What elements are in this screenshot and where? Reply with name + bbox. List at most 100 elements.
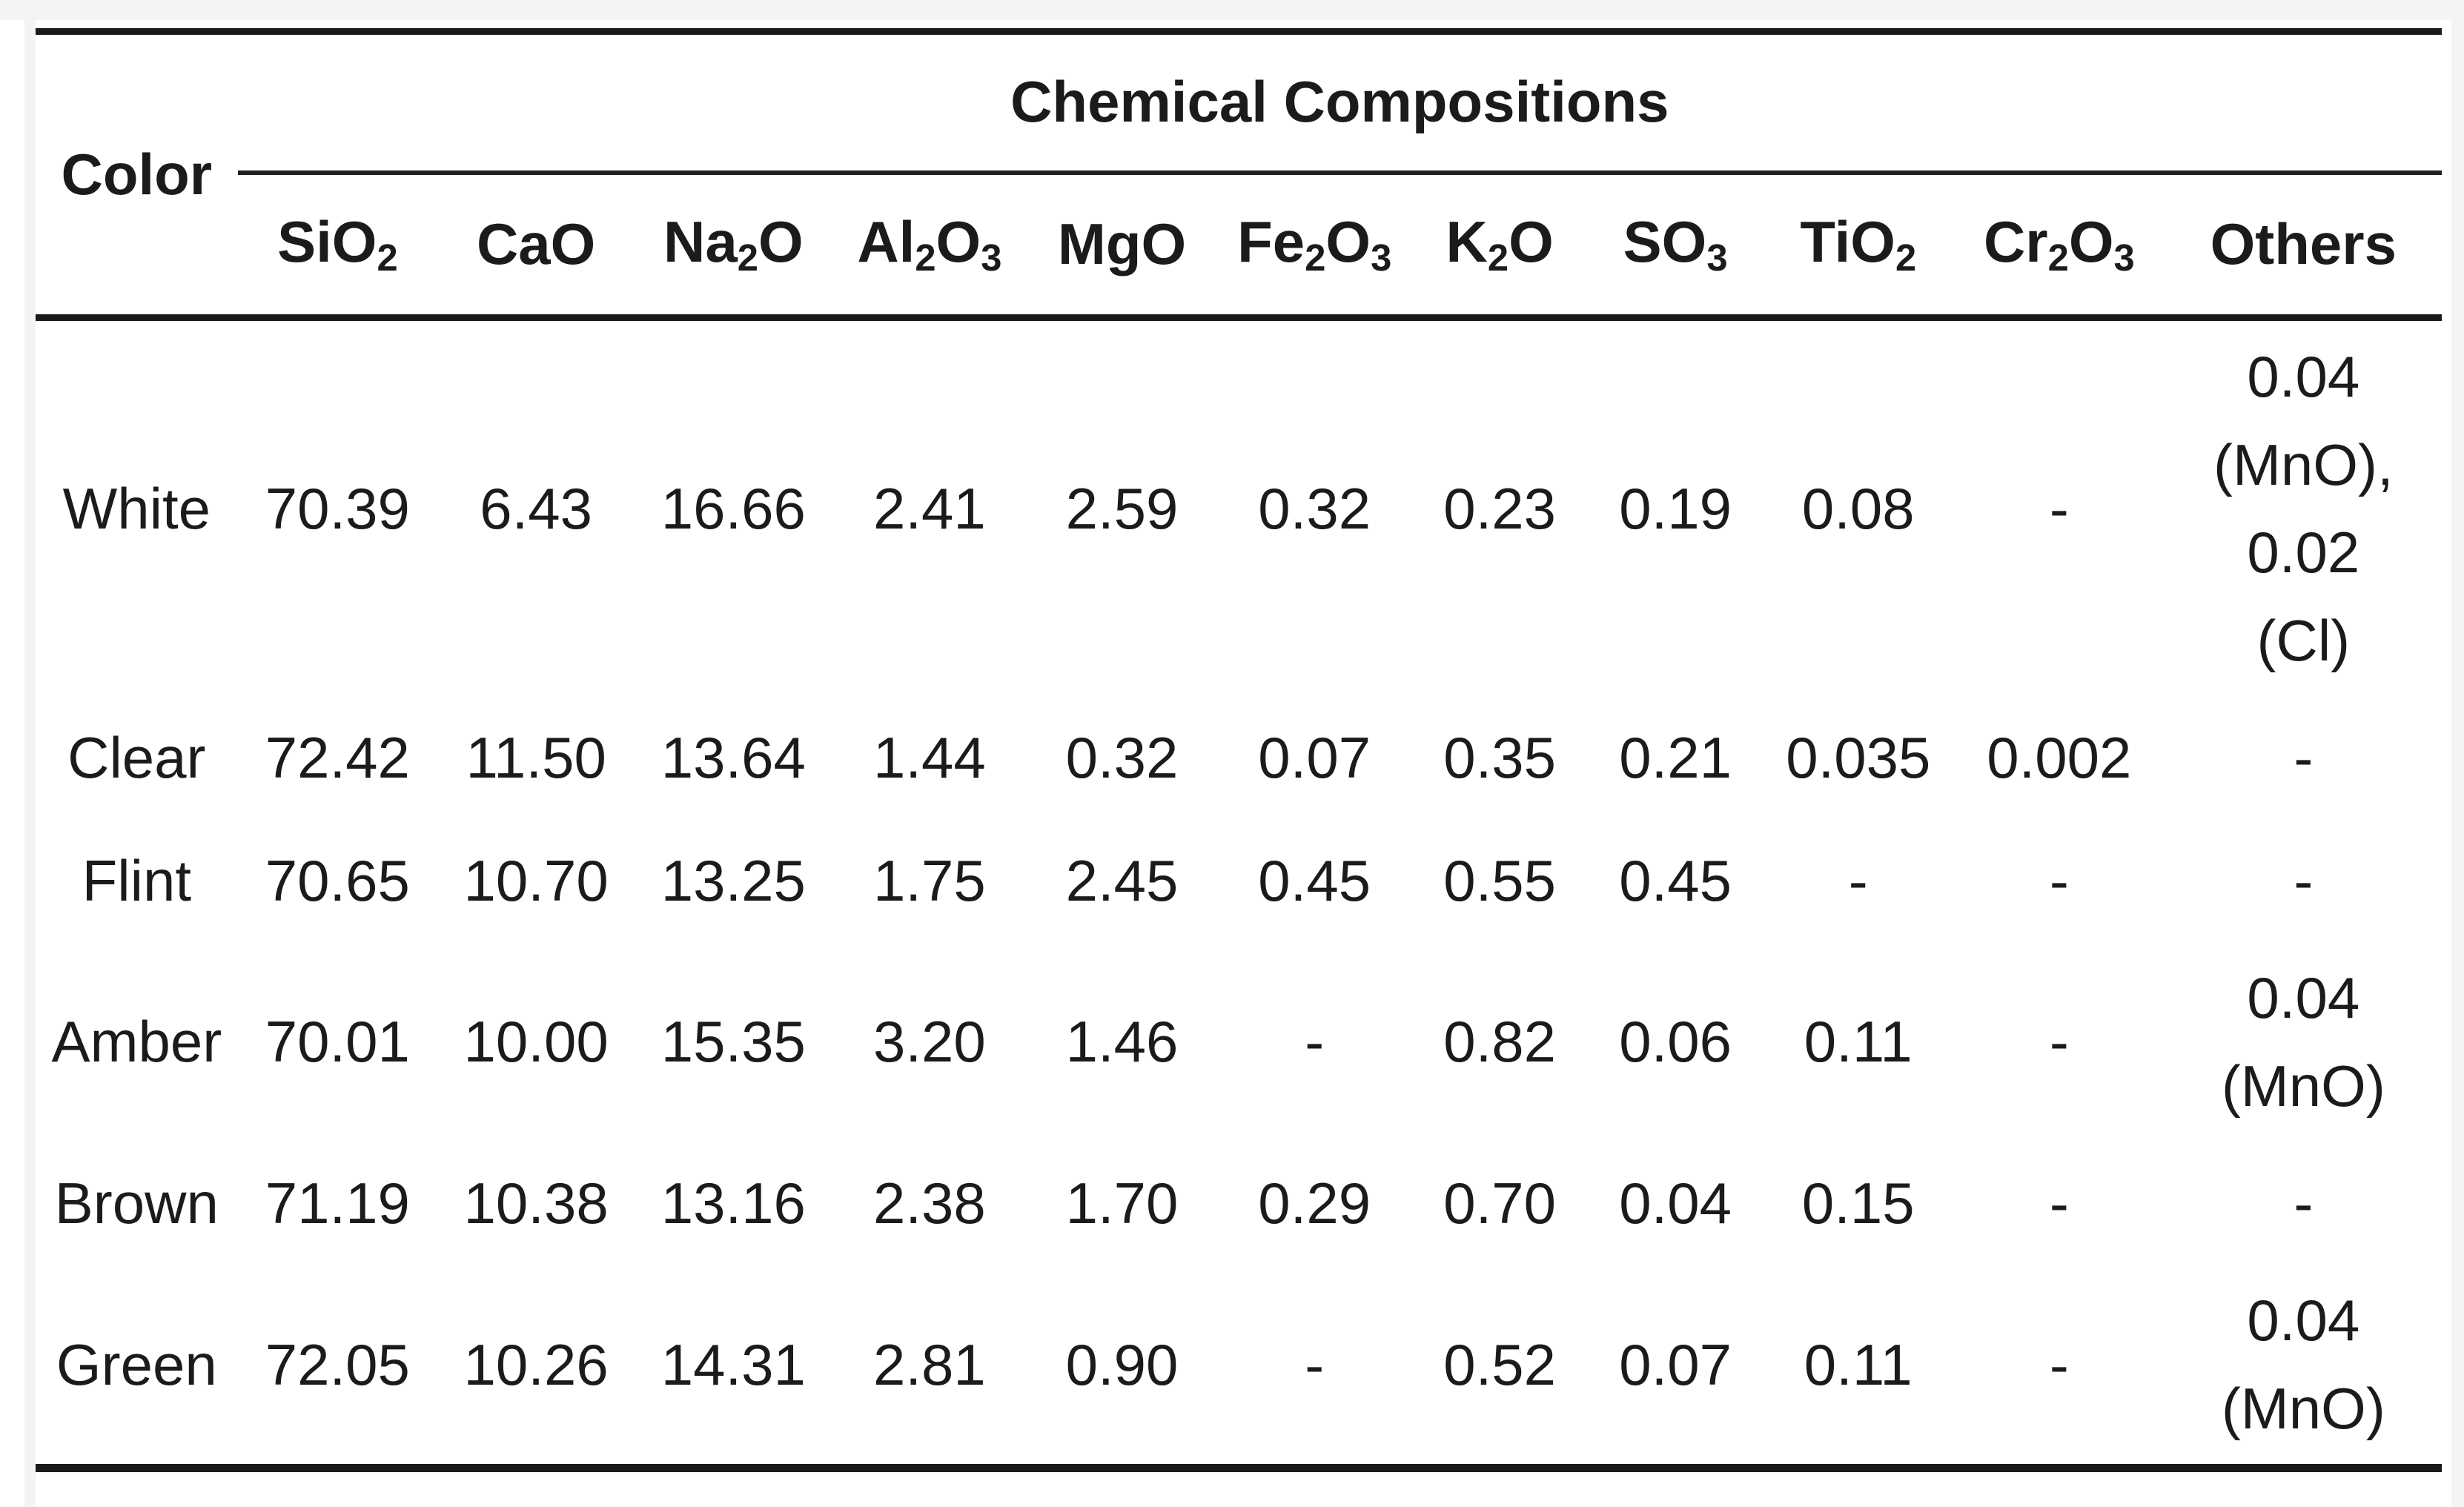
value-cell: 0.21 <box>1619 724 1732 790</box>
value-cell: 13.16 <box>660 1170 806 1236</box>
column-header: MgO <box>1057 211 1187 276</box>
column-header: Cr2O3 <box>1983 209 2135 279</box>
table-header: Color Chemical Compositions SiO2 CaO Na2O A… <box>36 31 2442 318</box>
value-cell: 10.70 <box>463 847 609 913</box>
value-cell: 70.01 <box>265 1009 410 1075</box>
column-header: Al2O3 <box>857 209 1002 279</box>
value-cell: 2.59 <box>1065 475 1179 541</box>
row-label: Brown <box>54 1170 219 1236</box>
value-cell: - <box>2049 847 2069 913</box>
composition-table: Color Chemical Compositions SiO2 CaO Na2O A… <box>36 28 2442 1473</box>
table-row: Clear 72.42 11.50 13.64 1.44 0.32 0.07 0.35 0.21… <box>36 696 2442 819</box>
column-header: Others <box>2210 211 2397 276</box>
value-cell: 13.64 <box>660 724 806 790</box>
column-header: CaO <box>476 211 596 276</box>
value-cell: 10.00 <box>463 1009 609 1075</box>
value-cell: 2.45 <box>1065 847 1179 913</box>
value-cell: - <box>2294 724 2314 790</box>
value-cell: 0.35 <box>1443 724 1557 790</box>
page-gutter-top <box>0 0 2464 20</box>
column-header: SiO2 <box>277 209 398 279</box>
subscript: 3 <box>2113 236 2135 279</box>
value-cell: 70.65 <box>265 847 410 913</box>
value-cell: 1.46 <box>1065 1009 1179 1075</box>
subscript: 2 <box>377 236 398 279</box>
value-cell: 0.07 <box>1619 1331 1732 1397</box>
value-cell: 0.11 <box>1804 1331 1912 1397</box>
value-cell: 11.50 <box>466 724 606 790</box>
subscript: 2 <box>1895 236 1917 279</box>
value-cell: - <box>1305 1009 1325 1075</box>
value-cell: 0.55 <box>1443 847 1557 913</box>
value-cell: 0.32 <box>1258 475 1371 541</box>
value-cell: 0.11 <box>1804 1009 1912 1075</box>
subscript: 2 <box>1305 236 1326 279</box>
value-cell: - <box>1305 1331 1325 1397</box>
table-row: White 70.39 6.43 16.66 2.41 2.59 0.32 0.23 0.19 0… <box>36 318 2442 697</box>
subscript: 3 <box>1706 236 1728 279</box>
table-body: White 70.39 6.43 16.66 2.41 2.59 0.32 0.23 0.19 0… <box>36 317 2442 1468</box>
subscript: 2 <box>1487 236 1509 279</box>
value-cell: 2.41 <box>872 475 986 541</box>
row-label: White <box>62 475 211 541</box>
value-cell: 0.04 (MnO), 0.02 (Cl) <box>2213 344 2394 673</box>
column-header: Na2O <box>663 209 804 279</box>
value-cell: 0.002 <box>1987 724 2132 790</box>
value-cell: 0.035 <box>1786 724 1931 790</box>
value-cell: 2.38 <box>872 1170 986 1236</box>
table-row: Green 72.05 10.26 14.31 2.81 0.90 - 0.52 0.07 0.1… <box>36 1265 2442 1468</box>
value-cell: 0.52 <box>1443 1331 1557 1397</box>
subscript: 3 <box>981 236 1002 279</box>
subscript: 2 <box>737 236 758 279</box>
column-header: K2O <box>1445 209 1554 279</box>
value-cell: 0.04 (MnO) <box>2221 965 2385 1119</box>
value-cell: 0.29 <box>1258 1170 1371 1236</box>
value-cell: 16.66 <box>660 475 806 541</box>
value-cell: 0.06 <box>1619 1009 1732 1075</box>
value-cell: 0.07 <box>1258 724 1371 790</box>
page-gutter-left <box>24 0 36 1507</box>
value-cell: - <box>2294 1170 2314 1236</box>
group-header-chemical-compositions: Chemical Compositions <box>237 31 2442 175</box>
value-cell: 0.45 <box>1258 847 1371 913</box>
value-cell: 0.45 <box>1619 847 1732 913</box>
value-cell: 0.32 <box>1065 724 1179 790</box>
value-cell: 6.43 <box>480 475 593 541</box>
value-cell: 71.19 <box>265 1170 410 1236</box>
subscript: 2 <box>915 236 936 279</box>
value-cell: 0.04 <box>1619 1170 1732 1236</box>
value-cell: 0.15 <box>1801 1170 1915 1236</box>
value-cell: - <box>2049 475 2069 541</box>
column-header: Fe2O3 <box>1237 209 1392 279</box>
value-cell: 0.90 <box>1065 1331 1179 1397</box>
value-cell: 0.04 (MnO) <box>2221 1288 2385 1441</box>
value-cell: 1.70 <box>1065 1170 1179 1236</box>
row-label: Clear <box>67 724 206 790</box>
value-cell: 0.08 <box>1801 475 1915 541</box>
row-label: Amber <box>51 1009 222 1075</box>
value-cell: 72.05 <box>265 1331 410 1397</box>
value-cell: 0.82 <box>1443 1009 1557 1075</box>
value-cell: - <box>2049 1331 2069 1397</box>
value-cell: 1.75 <box>872 847 986 913</box>
subscript: 3 <box>1371 236 1392 279</box>
value-cell: 2.81 <box>872 1331 986 1397</box>
value-cell: 13.25 <box>660 847 806 913</box>
page-gutter-right <box>2451 0 2464 1507</box>
value-cell: 10.26 <box>463 1331 609 1397</box>
table-row: Amber 70.01 10.00 15.35 3.20 1.46 - 0.82 0.06 0.1… <box>36 942 2442 1142</box>
value-cell: 15.35 <box>660 1009 806 1075</box>
value-cell: 70.39 <box>265 475 410 541</box>
table-row: Brown 71.19 10.38 13.16 2.38 1.70 0.29 0.70 0.04… <box>36 1142 2442 1265</box>
value-cell: - <box>2049 1170 2069 1236</box>
value-cell: 3.20 <box>872 1009 986 1075</box>
value-cell: 14.31 <box>660 1331 806 1397</box>
value-cell: 72.42 <box>265 724 410 790</box>
value-cell: 10.38 <box>463 1170 609 1236</box>
column-header: TiO2 <box>1800 209 1917 279</box>
value-cell: - <box>2294 847 2314 913</box>
value-cell: 1.44 <box>872 724 986 790</box>
value-cell: - <box>2049 1009 2069 1075</box>
row-label: Green <box>56 1331 217 1397</box>
column-header: SO3 <box>1623 209 1728 279</box>
